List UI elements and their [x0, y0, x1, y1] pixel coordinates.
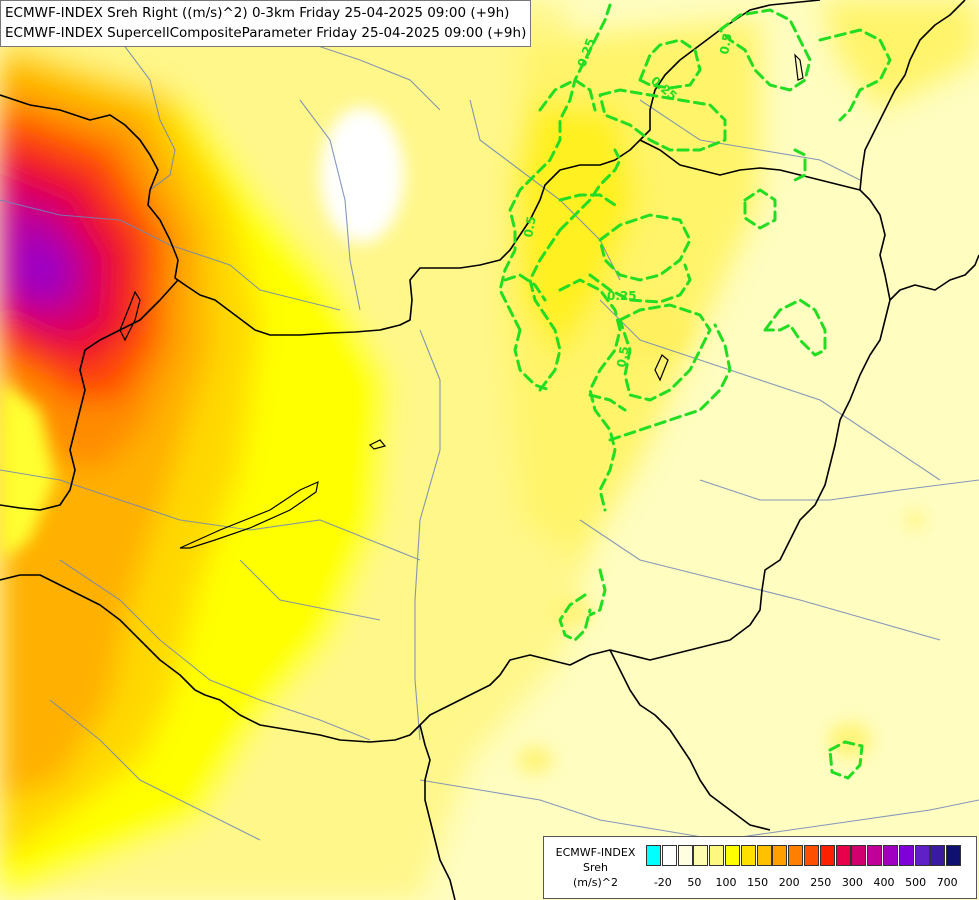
contour-label: 0.5 [521, 215, 538, 238]
legend-swatch [725, 845, 740, 866]
contour-label: 0.5 [717, 32, 734, 55]
legend-swatch [740, 845, 756, 866]
legend-swatch [898, 845, 914, 866]
legend-swatch [946, 845, 962, 866]
legend-swatch [709, 845, 725, 866]
legend-swatch [788, 845, 804, 866]
legend-source: ECMWF-INDEX [555, 846, 636, 859]
contour-label: 0.25 [607, 289, 637, 303]
legend-tick-label: -20 [653, 876, 672, 889]
legend-unit: (m/s)^2 [573, 876, 618, 889]
legend-swatch [914, 845, 930, 866]
scp-contours [498, 3, 892, 780]
legend-variable: Sreh [582, 861, 608, 874]
contour-label: 0.5 [614, 345, 631, 368]
legend-swatch [646, 845, 661, 866]
legend-swatch [677, 845, 693, 866]
legend-tick-label: 100 [715, 876, 737, 889]
legend-swatch [756, 845, 772, 866]
legend-tick-label: 250 [810, 876, 832, 889]
legend-tick-label: 700 [936, 876, 958, 889]
color-legend: ECMWF-INDEX Sreh (m/s)^2 -20 50 100 150 200 2… [543, 836, 977, 899]
title-line-sreh: ECMWF-INDEX Sreh Right ((m/s)^2) 0-3km F… [5, 5, 510, 21]
title-line-scp: ECMWF-INDEX SupercellCompositeParameter … [5, 25, 527, 41]
legend-swatch [930, 845, 946, 866]
legend-tick-label: 500 [905, 876, 927, 889]
legend-tick-label: 50 [687, 876, 702, 889]
legend-swatch [661, 845, 677, 866]
legend-tick-label: 200 [778, 876, 800, 889]
map-title: ECMWF-INDEX Sreh Right ((m/s)^2) 0-3km F… [0, 0, 532, 47]
legend-swatch [883, 845, 898, 866]
legend-swatch [804, 845, 819, 866]
legend-swatch [693, 845, 709, 866]
legend-tick-label: 150 [747, 876, 769, 889]
rivers [0, 0, 979, 841]
legend-tick-label: 300 [841, 876, 863, 889]
legend-swatch [835, 845, 851, 866]
lakes [119, 53, 804, 549]
legend-title: ECMWF-INDEX Sreh (m/s)^2 [548, 845, 643, 890]
legend-swatch [867, 845, 883, 866]
legend-swatch [851, 845, 867, 866]
legend-tick-label: 400 [873, 876, 895, 889]
legend-swatch [819, 845, 835, 866]
legend-swatch [772, 845, 788, 866]
